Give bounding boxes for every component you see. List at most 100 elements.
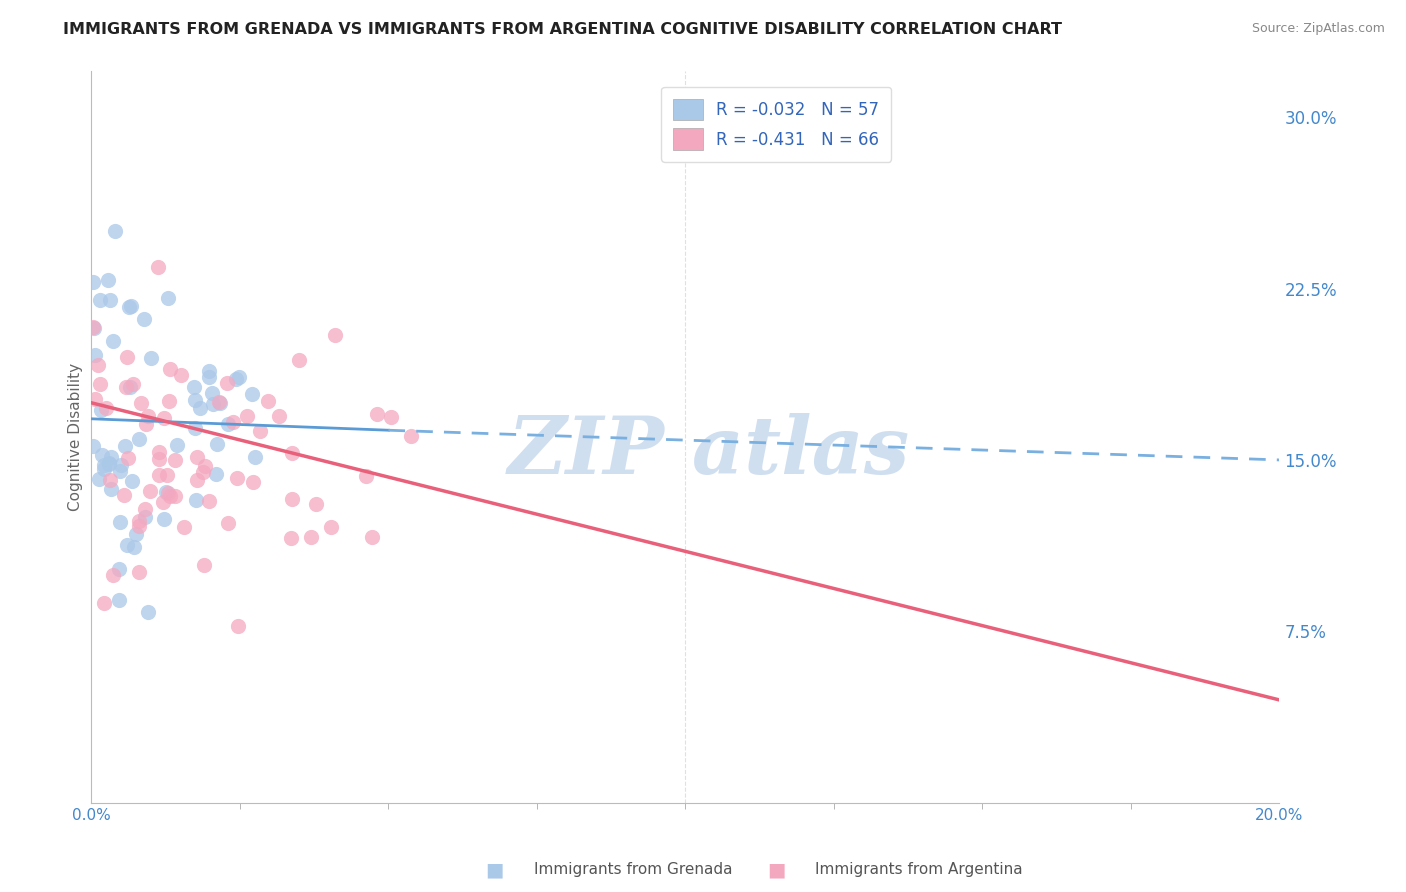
Point bbox=[243, 450, 266, 464]
Point bbox=[107, 562, 129, 576]
Point bbox=[136, 605, 159, 619]
Point bbox=[323, 328, 346, 343]
Point bbox=[93, 458, 115, 472]
Text: ZIP atlas: ZIP atlas bbox=[508, 413, 910, 491]
Point bbox=[299, 531, 322, 545]
Point bbox=[118, 380, 141, 394]
Point bbox=[93, 461, 115, 475]
Point bbox=[110, 458, 132, 472]
Point bbox=[184, 393, 207, 408]
Point bbox=[184, 492, 207, 507]
Point bbox=[354, 469, 377, 483]
Point bbox=[139, 483, 162, 498]
Point bbox=[235, 409, 257, 423]
Point bbox=[226, 619, 249, 633]
Point bbox=[156, 486, 179, 500]
Point bbox=[366, 408, 388, 422]
Point bbox=[228, 370, 250, 384]
Point bbox=[128, 565, 150, 579]
Point bbox=[84, 392, 107, 406]
Point bbox=[148, 451, 170, 466]
Point bbox=[186, 473, 208, 487]
Point bbox=[173, 520, 195, 534]
Point bbox=[117, 450, 139, 465]
Point bbox=[100, 450, 122, 464]
Text: Immigrants from Argentina: Immigrants from Argentina bbox=[815, 863, 1024, 877]
Point bbox=[194, 458, 217, 473]
Point bbox=[165, 489, 187, 503]
Point bbox=[91, 448, 114, 462]
Point bbox=[257, 393, 280, 408]
Point bbox=[217, 516, 239, 530]
Point bbox=[202, 397, 225, 411]
Point bbox=[198, 370, 221, 384]
Point bbox=[104, 224, 127, 238]
Point bbox=[134, 509, 156, 524]
Point bbox=[82, 439, 104, 453]
Point bbox=[134, 312, 156, 326]
Point bbox=[240, 387, 263, 401]
Point bbox=[249, 424, 271, 438]
Point bbox=[125, 526, 148, 541]
Text: Immigrants from Grenada: Immigrants from Grenada bbox=[534, 863, 733, 877]
Point bbox=[163, 453, 186, 467]
Point bbox=[198, 364, 221, 378]
Point bbox=[128, 514, 150, 528]
Point bbox=[87, 472, 110, 486]
Point bbox=[152, 494, 174, 508]
Point bbox=[93, 596, 115, 610]
Point bbox=[83, 348, 105, 362]
Point bbox=[148, 445, 170, 459]
Point bbox=[97, 456, 120, 470]
Point bbox=[120, 299, 142, 313]
Point bbox=[110, 464, 132, 478]
Point bbox=[208, 396, 231, 410]
Point bbox=[153, 512, 176, 526]
Point bbox=[115, 350, 138, 364]
Point bbox=[98, 457, 121, 471]
Point bbox=[225, 372, 247, 386]
Point bbox=[321, 520, 343, 534]
Point bbox=[148, 467, 170, 482]
Text: ■: ■ bbox=[766, 860, 786, 880]
Point bbox=[141, 351, 163, 366]
Point bbox=[98, 474, 121, 488]
Point bbox=[186, 450, 208, 465]
Point bbox=[157, 394, 180, 409]
Point bbox=[138, 409, 160, 424]
Point bbox=[159, 489, 181, 503]
Point bbox=[121, 377, 143, 392]
Point bbox=[197, 494, 219, 508]
Point bbox=[96, 401, 118, 415]
Point bbox=[242, 475, 264, 489]
Point bbox=[114, 439, 136, 453]
Text: IMMIGRANTS FROM GRENADA VS IMMIGRANTS FROM ARGENTINA COGNITIVE DISABILITY CORREL: IMMIGRANTS FROM GRENADA VS IMMIGRANTS FR… bbox=[63, 22, 1063, 37]
Point bbox=[207, 436, 229, 450]
Point bbox=[100, 483, 122, 497]
Point bbox=[112, 488, 135, 502]
Point bbox=[184, 421, 207, 435]
Point bbox=[83, 321, 105, 335]
Point bbox=[108, 593, 131, 607]
Point bbox=[208, 395, 231, 409]
Point bbox=[155, 485, 177, 500]
Point bbox=[98, 293, 121, 308]
Point bbox=[110, 515, 132, 529]
Point bbox=[399, 429, 422, 443]
Point bbox=[193, 465, 215, 479]
Point bbox=[122, 540, 145, 554]
Point bbox=[118, 300, 141, 314]
Point bbox=[170, 368, 193, 383]
Point bbox=[153, 410, 176, 425]
Point bbox=[217, 417, 239, 432]
Point bbox=[129, 396, 152, 410]
Point bbox=[117, 538, 139, 552]
Point bbox=[217, 376, 239, 390]
Point bbox=[267, 409, 290, 423]
Point bbox=[222, 415, 245, 429]
Point bbox=[288, 352, 311, 367]
Point bbox=[89, 293, 111, 307]
Point bbox=[156, 468, 179, 483]
Point bbox=[156, 291, 179, 305]
Point bbox=[103, 334, 125, 348]
